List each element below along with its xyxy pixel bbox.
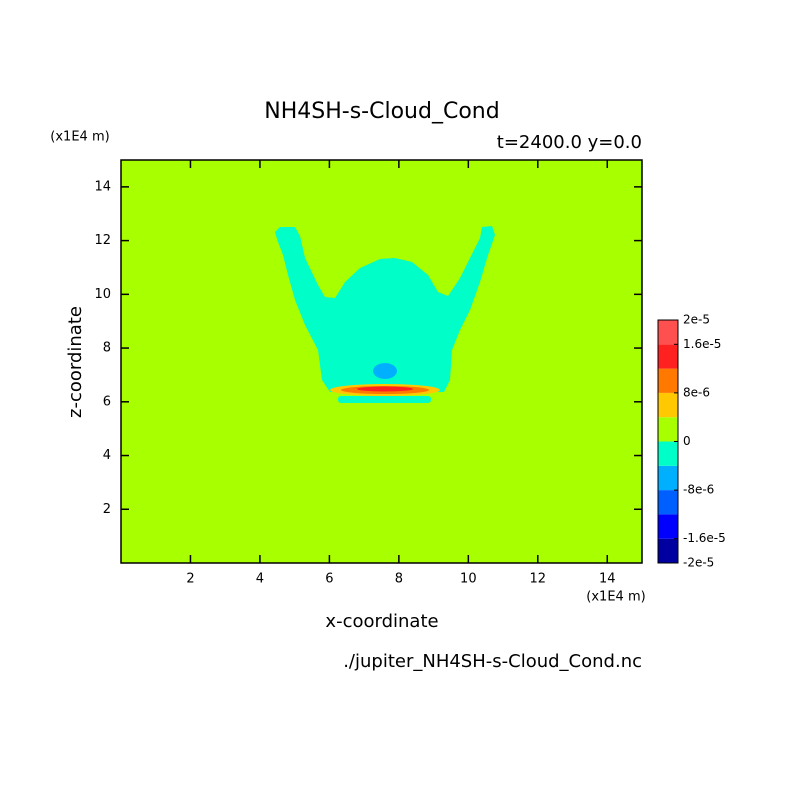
y-tick-label: 2 [103,502,111,517]
colorbar-label: 2e-5 [683,313,710,327]
x-tick-label: 14 [599,572,616,587]
colorbar-band [658,465,678,491]
y-unit: (x1E4 m) [50,130,109,145]
colorbar-band [658,368,678,393]
y-tick-label: 6 [103,394,111,409]
footer: ./jupiter_NH4SH-s-Cloud_Cond.nc [343,651,642,672]
x-tick-label: 6 [325,572,333,587]
contour-region [338,396,431,403]
x-tick-label: 4 [256,572,264,587]
contour-region [275,226,495,392]
contour-field [121,160,642,563]
chart-title: NH4SH-s-Cloud_Cond [264,99,499,124]
colorbar-band [658,538,678,563]
colorbar-band [658,490,678,515]
colorbar-label: -8e-6 [683,483,714,497]
colorbar-label: -2e-5 [683,556,714,570]
colorbar-band [658,417,678,442]
colorbar-band [658,320,678,345]
colorbar-band [658,392,678,418]
colorbar-label: 8e-6 [683,385,710,399]
x-tick-label: 2 [186,572,194,587]
contour-region [373,363,397,379]
x-axis-label: x-coordinate [325,611,438,632]
x-unit: (x1E4 m) [586,590,645,605]
colorbar-label: 1.6e-5 [683,337,721,351]
plot-frame [120,159,643,564]
x-tick-label: 10 [460,572,477,587]
colorbar-label: 0 [683,434,691,448]
x-tick-label: 12 [530,572,547,587]
x-tick-label: 8 [395,572,403,587]
y-tick-label: 10 [94,287,111,302]
colorbar-band [658,344,678,369]
chart-subtitle: t=2400.0 y=0.0 [497,132,642,153]
colorbar-label: -1.6e-5 [683,531,726,545]
y-tick-label: 14 [94,179,111,194]
colorbar-band [658,514,678,539]
contour-region [357,386,413,392]
y-axis-label: z-coordinate [65,306,86,418]
y-tick-label: 12 [94,233,111,248]
colorbar-band [658,441,678,466]
y-tick-label: 8 [103,341,111,356]
y-tick-label: 4 [103,448,111,463]
